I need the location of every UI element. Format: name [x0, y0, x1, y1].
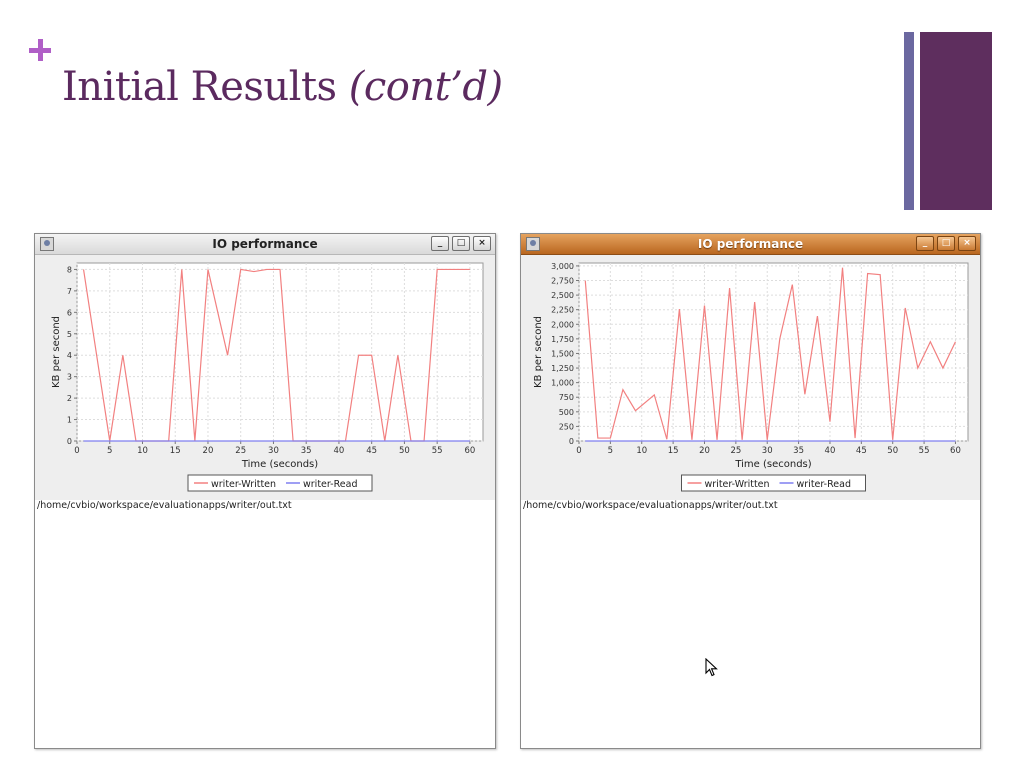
y-tick-label: 750	[559, 393, 574, 402]
chart-panel: 0 5 10 15 20 25 30 35 40 45 50 55 60 0 1 2 3 4 5 6 7 8 Time (s…	[35, 255, 495, 500]
x-tick-label: 50	[887, 446, 898, 456]
x-tick-label: 60	[464, 446, 475, 456]
series-line	[584, 267, 956, 440]
x-tick-label: 15	[170, 446, 181, 456]
legend-label: writer-Read	[303, 479, 357, 490]
output-text-area[interactable]: /home/cvbio/workspace/evaluationapps/wri…	[35, 500, 495, 748]
io-performance-window-right[interactable]: IO performance _ □ × 0 5 10 15 20 25 30 35 40 45 5…	[520, 233, 981, 749]
slide-title-italic: (cont’d)	[348, 64, 503, 110]
x-tick-label: 25	[235, 446, 246, 456]
x-tick-label: 25	[730, 446, 741, 456]
y-tick-label: 500	[559, 408, 574, 417]
window-titlebar[interactable]: IO performance _ □ ×	[521, 234, 980, 255]
y-tick-label: 2	[67, 394, 72, 403]
x-tick-label: 15	[668, 446, 679, 456]
y-tick-label: 1	[67, 416, 72, 425]
y-tick-label: 0	[67, 437, 72, 446]
window-title: IO performance	[212, 237, 318, 251]
x-axis-label: Time (seconds)	[734, 459, 811, 470]
legend-label: writer-Written	[705, 479, 770, 490]
x-tick-label: 30	[268, 446, 279, 456]
y-tick-label: 2,750	[551, 277, 574, 286]
legend	[681, 474, 866, 492]
close-icon[interactable]: ×	[958, 236, 976, 251]
x-tick-label: 45	[366, 446, 377, 456]
y-tick-label: 1,000	[551, 379, 574, 388]
y-tick-label: 1,500	[551, 349, 574, 358]
plot-area	[578, 262, 969, 442]
x-tick-label: 45	[856, 446, 867, 456]
y-tick-label: 1,250	[551, 364, 574, 373]
maximize-icon[interactable]: □	[937, 236, 955, 251]
x-tick-label: 10	[636, 446, 647, 456]
x-tick-label: 40	[334, 446, 345, 456]
x-tick-label: 35	[793, 446, 804, 456]
x-tick-label: 55	[432, 446, 443, 456]
x-tick-label: 30	[762, 446, 773, 456]
y-axis-label: KB per second	[533, 316, 544, 388]
close-icon[interactable]: ×	[473, 236, 491, 251]
x-axis-label: Time (seconds)	[241, 459, 318, 470]
x-tick-label: 0	[576, 446, 581, 456]
x-tick-label: 5	[107, 446, 112, 456]
slide-title-main: Initial Results	[62, 64, 349, 110]
x-tick-label: 5	[608, 446, 613, 456]
plot-area	[76, 262, 484, 442]
y-tick-label: 2,250	[551, 306, 574, 315]
io-chart-right: 0 5 10 15 20 25 30 35 40 45 50 55 60 0 250 500 750 1,000 1…	[533, 262, 969, 492]
y-tick-label: 4	[67, 351, 72, 360]
y-tick-label: 5	[67, 330, 72, 339]
io-performance-window-left[interactable]: IO performance _ □ × 0 5 10 15 20 25 30 35 40 45 5…	[34, 233, 496, 749]
x-tick-label: 35	[301, 446, 312, 456]
y-tick-label: 6	[67, 308, 72, 317]
y-axis-label: KB per second	[51, 316, 62, 388]
y-tick-label: 250	[559, 422, 574, 431]
decorative-bar-thin	[904, 32, 914, 210]
x-tick-label: 40	[825, 446, 836, 456]
minimize-icon[interactable]: _	[916, 236, 934, 251]
legend	[187, 474, 373, 492]
chart-panel: 0 5 10 15 20 25 30 35 40 45 50 55 60 0 250 500 750 1,000 1…	[521, 255, 980, 500]
y-tick-label: 7	[67, 287, 72, 296]
x-tick-label: 60	[950, 446, 961, 456]
plus-icon	[28, 38, 52, 62]
y-tick-label: 0	[569, 437, 574, 446]
y-tick-label: 8	[67, 265, 72, 274]
x-tick-label: 55	[919, 446, 930, 456]
output-file-path: /home/cvbio/workspace/evaluationapps/wri…	[523, 500, 778, 511]
slide-title: Initial Results (cont’d)	[62, 64, 503, 110]
legend-label: writer-Read	[797, 479, 851, 490]
x-tick-label: 50	[399, 446, 410, 456]
x-tick-label: 20	[699, 446, 710, 456]
window-title: IO performance	[697, 237, 804, 251]
app-icon[interactable]	[40, 237, 54, 251]
maximize-icon[interactable]: □	[452, 236, 470, 251]
y-tick-label: 1,750	[551, 335, 574, 344]
legend-label: writer-Written	[211, 479, 276, 490]
mouse-cursor-icon	[705, 658, 718, 677]
minimize-icon[interactable]: _	[431, 236, 449, 251]
x-tick-label: 20	[203, 446, 214, 456]
app-icon[interactable]	[526, 237, 540, 251]
x-tick-label: 10	[137, 446, 148, 456]
y-tick-label: 2,500	[551, 291, 574, 300]
decorative-bar-thick	[920, 32, 992, 210]
output-file-path: /home/cvbio/workspace/evaluationapps/wri…	[37, 500, 292, 511]
output-text-area[interactable]: /home/cvbio/workspace/evaluationapps/wri…	[521, 500, 980, 748]
x-tick-label: 0	[74, 446, 79, 456]
y-tick-label: 3,000	[551, 262, 574, 271]
y-tick-label: 3	[67, 373, 72, 382]
y-tick-label: 2,000	[551, 320, 574, 329]
window-titlebar[interactable]: IO performance _ □ ×	[35, 234, 495, 255]
